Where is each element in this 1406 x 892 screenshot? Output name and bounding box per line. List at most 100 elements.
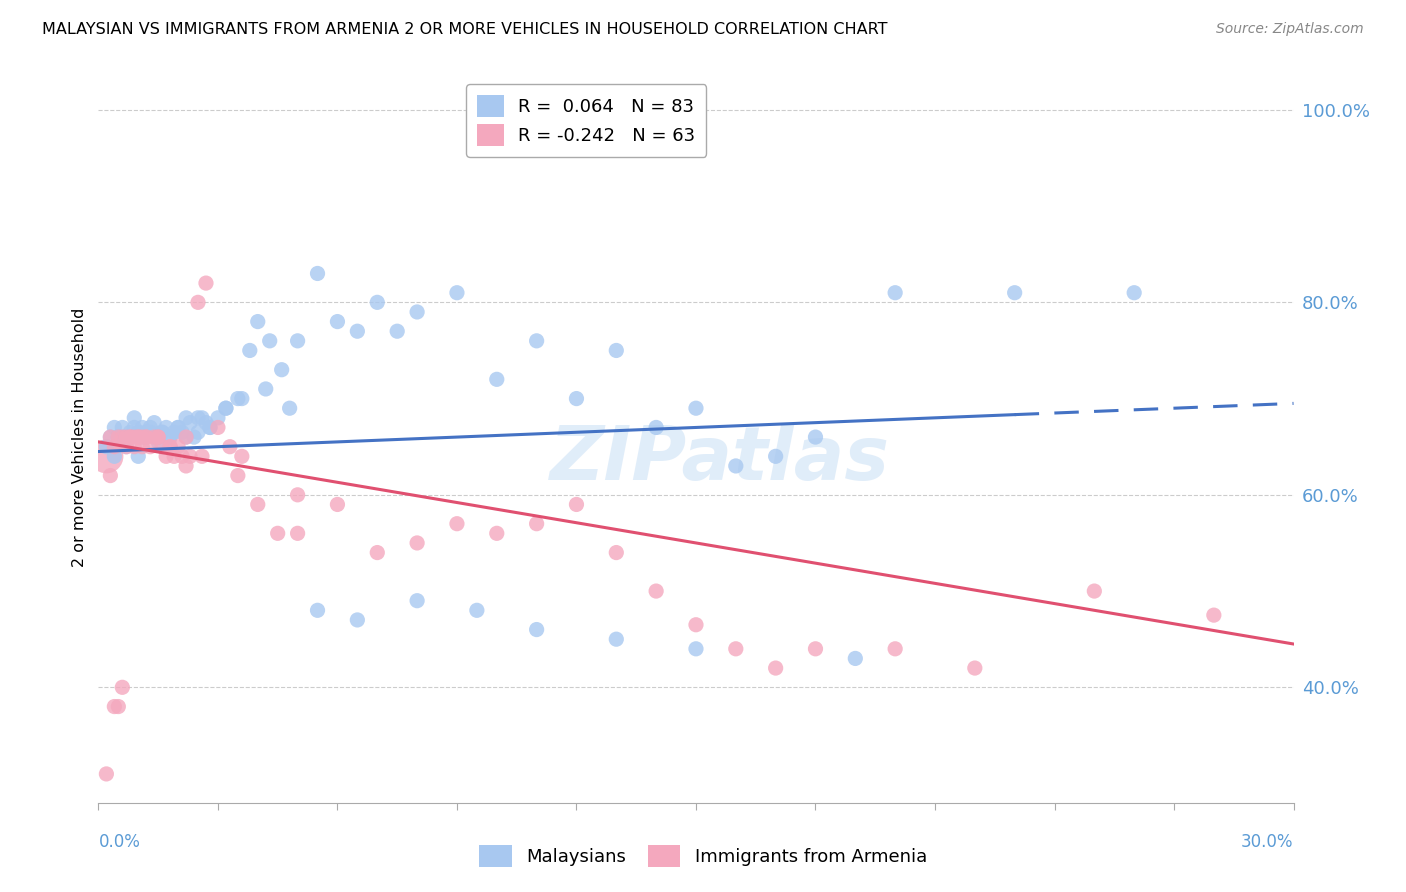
Point xyxy=(191,410,214,425)
Point xyxy=(148,430,170,444)
Y-axis label: 2 or more Vehicles in Household: 2 or more Vehicles in Household xyxy=(72,308,87,566)
Point xyxy=(254,382,277,396)
Point xyxy=(163,425,186,440)
Point xyxy=(98,468,122,483)
Point xyxy=(406,305,429,319)
Point xyxy=(326,315,349,329)
Point xyxy=(207,410,229,425)
Point xyxy=(159,440,181,454)
Point xyxy=(148,430,170,444)
Point xyxy=(179,450,201,464)
Point xyxy=(526,334,548,348)
Point xyxy=(174,458,197,473)
Point xyxy=(565,392,588,406)
Point xyxy=(148,430,170,444)
Point xyxy=(96,440,118,454)
Point xyxy=(103,450,125,464)
Point xyxy=(148,434,170,449)
Point xyxy=(159,430,181,444)
Point xyxy=(259,334,281,348)
Point xyxy=(96,450,118,464)
Point xyxy=(526,516,548,531)
Point xyxy=(724,458,747,473)
Point xyxy=(195,416,218,430)
Point xyxy=(346,324,368,338)
Point xyxy=(174,430,197,444)
Point xyxy=(120,430,142,444)
Point xyxy=(127,430,149,444)
Point xyxy=(127,430,149,444)
Point xyxy=(167,420,190,434)
Point xyxy=(120,430,142,444)
Point xyxy=(231,392,253,406)
Point xyxy=(385,324,409,338)
Point xyxy=(124,420,146,434)
Point xyxy=(127,425,149,440)
Point xyxy=(685,401,707,416)
Point xyxy=(143,430,166,444)
Point xyxy=(120,430,142,444)
Point xyxy=(215,401,238,416)
Point xyxy=(195,276,218,290)
Point xyxy=(103,440,125,454)
Point xyxy=(804,641,827,656)
Point xyxy=(135,430,157,444)
Point xyxy=(98,430,122,444)
Point xyxy=(219,440,242,454)
Point xyxy=(207,420,229,434)
Point xyxy=(172,425,194,440)
Point xyxy=(963,661,986,675)
Point xyxy=(172,450,194,464)
Point xyxy=(139,425,162,440)
Point xyxy=(111,430,134,444)
Point xyxy=(96,767,118,781)
Point xyxy=(115,430,138,444)
Point xyxy=(107,430,129,444)
Point xyxy=(605,343,627,358)
Point xyxy=(844,651,866,665)
Point xyxy=(183,430,205,444)
Point xyxy=(155,420,177,434)
Text: 30.0%: 30.0% xyxy=(1241,833,1294,851)
Point xyxy=(215,401,238,416)
Point xyxy=(115,440,138,454)
Point xyxy=(135,425,157,440)
Point xyxy=(131,420,153,434)
Point xyxy=(485,372,508,386)
Point xyxy=(174,430,197,444)
Point xyxy=(645,420,668,434)
Point xyxy=(103,420,125,434)
Point xyxy=(163,450,186,464)
Point xyxy=(191,450,214,464)
Point xyxy=(143,416,166,430)
Point xyxy=(1202,608,1225,623)
Point xyxy=(131,430,153,444)
Point xyxy=(446,285,468,300)
Point xyxy=(287,488,309,502)
Point xyxy=(155,450,177,464)
Point xyxy=(111,681,134,695)
Point xyxy=(198,420,221,434)
Point xyxy=(187,425,209,440)
Point xyxy=(124,440,146,454)
Point xyxy=(120,425,142,440)
Point xyxy=(346,613,368,627)
Point xyxy=(131,440,153,454)
Point xyxy=(103,699,125,714)
Point xyxy=(107,430,129,444)
Point xyxy=(465,603,488,617)
Point xyxy=(135,430,157,444)
Point xyxy=(307,603,329,617)
Point xyxy=(1004,285,1026,300)
Point xyxy=(605,632,627,647)
Point xyxy=(115,440,138,454)
Point xyxy=(111,430,134,444)
Point xyxy=(135,425,157,440)
Point xyxy=(446,516,468,531)
Point xyxy=(605,545,627,559)
Point xyxy=(366,295,388,310)
Point xyxy=(765,661,787,675)
Point xyxy=(115,430,138,444)
Point xyxy=(246,498,269,512)
Point xyxy=(150,440,173,454)
